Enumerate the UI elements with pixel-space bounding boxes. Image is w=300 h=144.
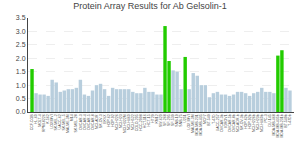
svg-text:SF-539: SF-539 (171, 114, 175, 126)
svg-text:UACC-62: UACC-62 (58, 114, 62, 129)
svg-text:SK-MEL-28: SK-MEL-28 (74, 114, 78, 132)
svg-text:KM12: KM12 (155, 114, 159, 123)
svg-text:NCI-H522: NCI-H522 (131, 114, 135, 130)
svg-text:BT-549: BT-549 (207, 114, 211, 125)
svg-text:OVCAR-8: OVCAR-8 (91, 114, 95, 130)
svg-text:LOX IMVI: LOX IMVI (187, 114, 191, 129)
svg-text:HT29: HT29 (151, 114, 155, 123)
svg-text:Protein Array Results for Ab G: Protein Array Results for Ab Gelsolin-1 (73, 1, 227, 11)
svg-text:1.5: 1.5 (16, 68, 26, 75)
svg-text:OVCAR-5: OVCAR-5 (87, 114, 91, 130)
svg-text:COLO-205: COLO-205 (135, 114, 139, 131)
svg-text:2.5: 2.5 (16, 41, 26, 48)
svg-text:RPMI-8226: RPMI-8226 (42, 114, 46, 132)
svg-text:NCI-H23: NCI-H23 (119, 114, 123, 128)
svg-text:NCI-H460b: NCI-H460b (260, 114, 264, 132)
svg-text:NCI-H322M: NCI-H322M (123, 114, 127, 133)
svg-text:OVCAR-4: OVCAR-4 (83, 114, 87, 130)
svg-text:NCI-ADR-b: NCI-ADR-b (236, 114, 240, 132)
svg-text:1.0: 1.0 (16, 82, 26, 89)
svg-text:HL-60: HL-60 (34, 114, 38, 124)
svg-text:PC-3: PC-3 (264, 114, 268, 122)
svg-text:UACC-257: UACC-257 (216, 114, 220, 131)
svg-text:SW-620: SW-620 (159, 114, 163, 127)
svg-text:NCI-H226b: NCI-H226b (252, 114, 256, 132)
svg-text:OVCAR-8b: OVCAR-8b (232, 114, 236, 132)
svg-text:SK-OV-3b: SK-OV-3b (240, 114, 244, 130)
svg-text:HOP-92: HOP-92 (111, 114, 115, 127)
svg-text:CCF-CGB: CCF-CGB (30, 114, 34, 131)
svg-text:K-562: K-562 (46, 114, 50, 123)
svg-text:OVCAR-5b: OVCAR-5b (228, 114, 232, 132)
svg-text:DU-145: DU-145 (268, 114, 272, 126)
svg-text:0.0: 0.0 (16, 108, 26, 115)
svg-text:SF-295: SF-295 (167, 114, 171, 126)
svg-text:MOLT-4: MOLT-4 (38, 114, 42, 126)
svg-text:NCI-H23b: NCI-H23b (256, 114, 260, 130)
svg-text:HCT-116: HCT-116 (143, 114, 147, 128)
svg-text:MDA-MB-435: MDA-MB-435 (199, 114, 203, 135)
svg-text:OVCAR-3: OVCAR-3 (79, 114, 83, 130)
svg-text:SK-MEL-5: SK-MEL-5 (62, 114, 66, 130)
svg-text:HCC-2998: HCC-2998 (139, 114, 143, 131)
svg-text:LOXIMVI: LOXIMVI (50, 114, 54, 128)
svg-text:MCF7: MCF7 (203, 114, 207, 124)
svg-text:M14: M14 (70, 114, 74, 121)
svg-text:HOP-92b: HOP-92b (248, 114, 252, 129)
svg-text:MDA-MB-231b: MDA-MB-231b (280, 114, 284, 137)
svg-text:EKVX: EKVX (103, 114, 107, 124)
svg-text:HOP-62b: HOP-62b (244, 114, 248, 129)
svg-text:HCT-15: HCT-15 (147, 114, 151, 126)
svg-text:IGROV1: IGROV1 (224, 114, 228, 127)
svg-text:0.5: 0.5 (16, 95, 26, 102)
svg-text:SK-MEL-2: SK-MEL-2 (54, 114, 58, 130)
svg-text:HOP-62: HOP-62 (107, 114, 111, 127)
svg-text:MDA-MB-231: MDA-MB-231 (195, 114, 199, 135)
svg-text:SF-268: SF-268 (163, 114, 167, 126)
svg-text:BT-549b: BT-549b (284, 114, 288, 127)
svg-text:T-47Db: T-47Db (288, 114, 292, 126)
svg-text:OVCAR-3b: OVCAR-3b (220, 114, 224, 132)
svg-text:MDA-MB-468: MDA-MB-468 (272, 114, 276, 135)
svg-text:U251: U251 (183, 114, 187, 122)
svg-text:NCI-H226: NCI-H226 (115, 114, 119, 130)
svg-text:NCI-ADR: NCI-ADR (95, 114, 99, 129)
svg-text:3.5: 3.5 (16, 14, 26, 21)
svg-text:SK-OV-3: SK-OV-3 (99, 114, 103, 128)
svg-text:MALME-3M: MALME-3M (66, 114, 70, 133)
svg-text:NCI-H460: NCI-H460 (127, 114, 131, 130)
svg-text:MDA-MB-435b: MDA-MB-435b (276, 114, 280, 137)
svg-text:SNB-19: SNB-19 (175, 114, 179, 126)
svg-text:T-47D: T-47D (212, 114, 216, 124)
svg-text:3.0: 3.0 (16, 28, 26, 35)
svg-text:SNB-75: SNB-75 (179, 114, 183, 126)
svg-text:MALME-3M: MALME-3M (191, 114, 195, 133)
svg-text:2.0: 2.0 (16, 55, 26, 62)
